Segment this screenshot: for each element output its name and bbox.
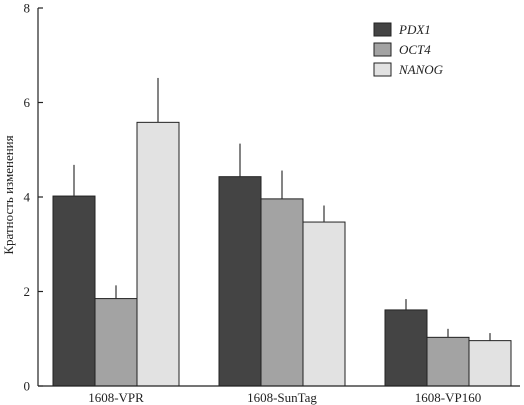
y-tick-label-8: 8 — [24, 1, 31, 16]
category-label-3: 1608-VP160 — [415, 390, 481, 405]
bar-oct4-1 — [94, 298, 138, 387]
bar-pdx1-2 — [218, 176, 262, 387]
bar-oct4-3 — [426, 336, 470, 387]
bar-nanog-2 — [302, 221, 346, 387]
legend: PDX1 OCT4 NANOG — [373, 22, 444, 77]
bar-oct4-2 — [260, 198, 304, 387]
legend-swatch-nanog — [373, 62, 392, 77]
axes: 0 2 4 6 8 1608-VPR 1608-SunTag 1608-VP160 — [24, 1, 520, 405]
legend-label-pdx1: PDX1 — [398, 22, 431, 37]
legend-label-nanog: NANOG — [398, 62, 444, 77]
bar-nanog-3 — [468, 340, 512, 387]
legend-label-oct4: OCT4 — [399, 42, 431, 57]
y-tick-label-0: 0 — [24, 379, 31, 394]
y-tick-label-4: 4 — [24, 190, 31, 205]
legend-swatch-oct4 — [373, 42, 392, 57]
legend-swatch-pdx1 — [373, 22, 392, 37]
y-axis-title: Кратность изменения — [1, 135, 16, 254]
bar-group — [52, 121, 512, 387]
category-label-1: 1608-VPR — [88, 390, 144, 405]
bar-pdx1-1 — [52, 195, 96, 387]
y-tick-label-6: 6 — [24, 95, 31, 110]
bar-nanog-1 — [136, 121, 180, 387]
bar-pdx1-3 — [384, 309, 428, 387]
category-label-2: 1608-SunTag — [247, 390, 317, 405]
error-bar-group — [73, 77, 491, 341]
y-tick-label-2: 2 — [24, 284, 31, 299]
